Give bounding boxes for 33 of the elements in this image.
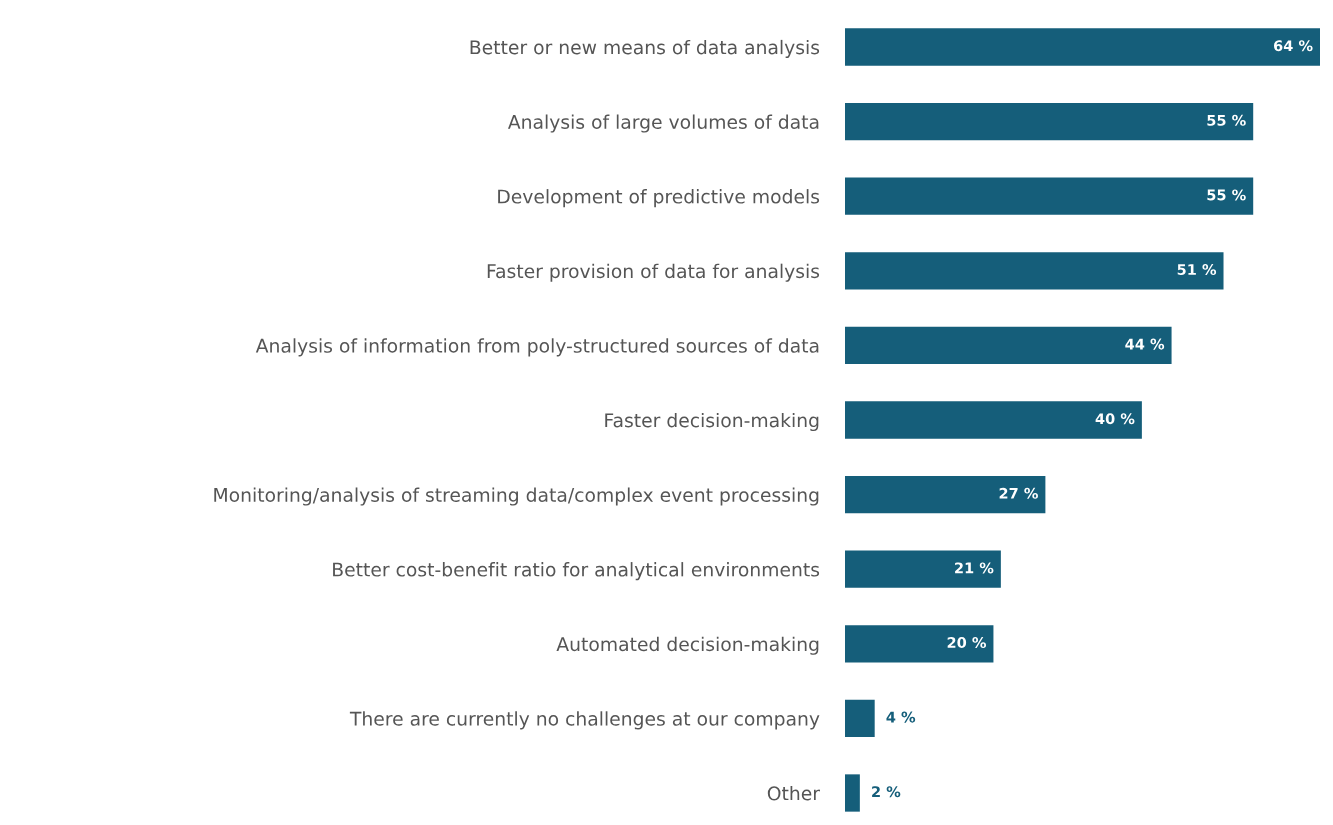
bar (845, 252, 1224, 290)
data-label: 64 % (1273, 40, 1313, 52)
bar (845, 102, 1254, 141)
y-tick-label: Monitoring/analysis of streaming data/complex event processing (214, 487, 819, 506)
data-label: 55 % (1207, 189, 1246, 201)
data-label: 55 % (1207, 114, 1246, 126)
y-tick-label: Better or new means of data analysis (470, 39, 820, 59)
bar (845, 326, 1172, 365)
y-tick-label: Faster provision of data for analysis (487, 263, 820, 282)
data-label: 2 % (872, 786, 901, 798)
bar (845, 401, 1142, 439)
data-label: 20 % (947, 637, 987, 649)
bar (845, 550, 1001, 588)
data-label: 4 % (886, 711, 916, 723)
data-label: 40 % (1095, 413, 1135, 425)
data-label: 21 % (955, 562, 994, 574)
data-label: 51 % (1177, 264, 1217, 276)
bar (845, 625, 994, 663)
y-tick-label: Other (767, 785, 820, 801)
data-label: 44 % (1125, 338, 1165, 350)
data-label: 27 % (999, 487, 1038, 499)
y-tick-label: Analysis of large volumes of data (507, 114, 819, 133)
y-tick-label: Analysis of information from poly-structured sources of data (255, 338, 819, 357)
y-tick-label: Faster decision-making (605, 412, 819, 432)
y-tick-label: There are currently no challenges at our company (349, 711, 820, 730)
bar (845, 475, 1046, 514)
bar (845, 28, 1320, 66)
y-tick-label: Automated decision-making (556, 636, 819, 655)
bar (845, 699, 875, 738)
y-tick-label: Better cost-benefit ratio for analytical environments (333, 562, 820, 581)
y-tick-label: Development of predictive models (498, 189, 820, 208)
bar (845, 774, 860, 812)
bar (845, 177, 1254, 215)
